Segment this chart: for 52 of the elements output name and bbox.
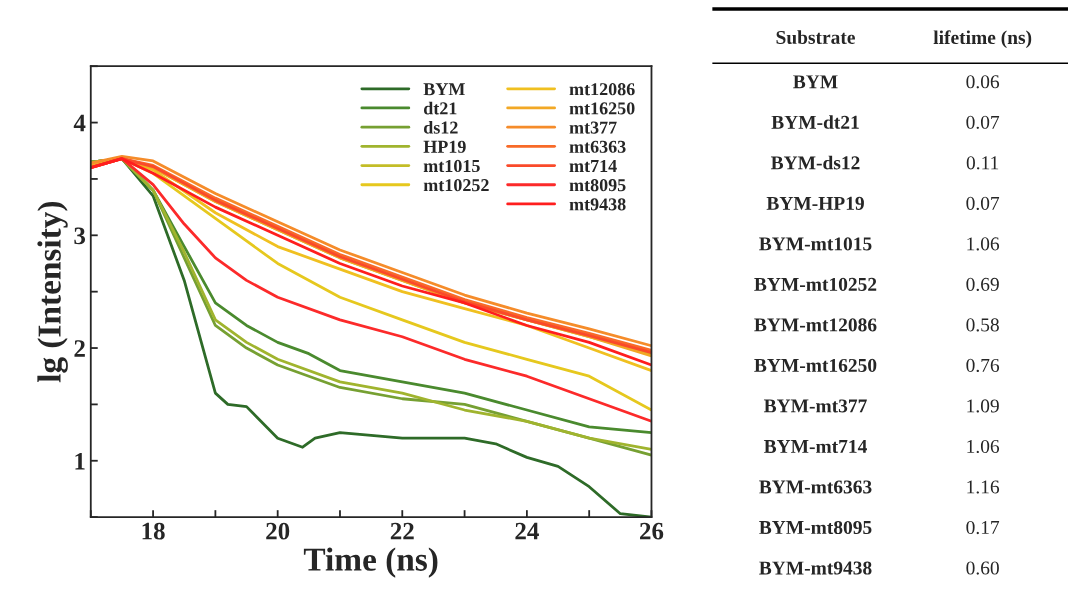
category-label: BYM [793,75,838,89]
legend-label: mt8095 [569,179,626,192]
category-label: BYM-mt377 [763,399,867,413]
category-label: BYM-mt9438 [759,561,872,575]
category-label: BYM-mt16250 [754,358,877,372]
category-label: BYM-mt12086 [754,318,877,332]
category-label: BYM-mt6363 [759,480,872,494]
legend-label: ds12 [423,120,458,134]
text: 0.17 [966,520,1000,535]
legend-label: HP19 [423,140,466,153]
text: 0.76 [966,358,1000,373]
y-tick-label: 4 [73,114,86,132]
category-label: BYM-mt1015 [759,237,872,251]
x-tick-label: 22 [390,522,414,540]
category-label: BYM-mt10252 [754,277,877,291]
legend-label: mt6363 [569,140,626,153]
text: Substrate [776,30,855,45]
legend-label: mt16250 [569,102,635,115]
x-tick-label: 18 [142,522,165,540]
text: 0.07 [966,196,1000,210]
text: 0.60 [966,561,999,575]
y-axis-title: lg (Intensity) [37,201,68,383]
text: 0.58 [966,318,999,332]
x-tick-label: 26 [640,522,664,540]
text: 1.06 [967,439,1000,454]
text: lifetime (ns) [933,30,1032,49]
text: 0.06 [966,75,1000,89]
category-label: BYM-mt8095 [759,520,872,535]
legend-label: BYM [423,83,465,96]
y-tick-label: 3 [74,227,86,245]
text: 1.09 [967,399,999,413]
category-label: BYM-ds12 [770,155,860,170]
legend-label: dt21 [423,101,457,115]
category-label: BYM-dt21 [771,115,859,129]
x-tick-label: 24 [515,522,539,540]
y-tick-label: 1 [75,452,85,470]
text: 1.16 [967,480,1000,494]
legend-label: mt12086 [569,83,635,96]
legend-label: mt9438 [569,198,626,211]
legend-label: mt714 [569,159,617,173]
category-label: BYM-HP19 [766,196,864,210]
y-tick-label: 2 [74,340,85,357]
x-tick-label: 20 [266,522,290,540]
text: 0.69 [966,277,999,292]
text: 0.11 [966,156,999,170]
text: 0.07 [966,115,1000,129]
x-axis-title: Time (ns) [303,547,438,578]
legend-label: mt10252 [423,179,489,192]
legend-label: mt1015 [423,159,480,173]
category-label: BYM-mt714 [763,439,867,454]
text: 1.06 [967,237,1000,251]
legend-label: mt377 [569,121,617,134]
